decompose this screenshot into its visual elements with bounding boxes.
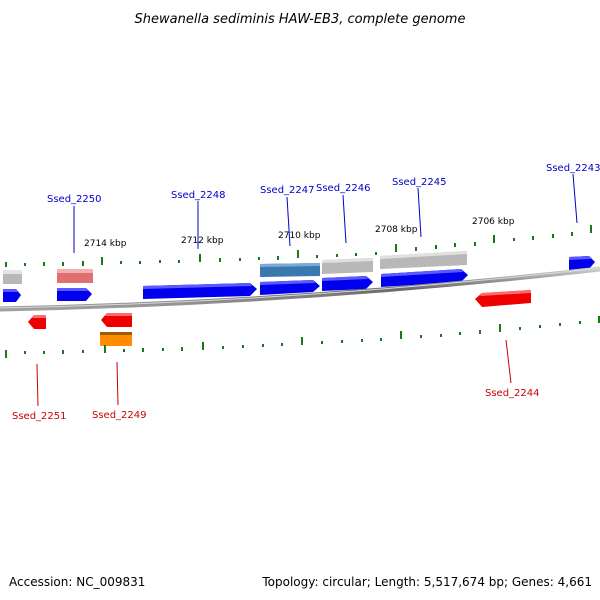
leader-line [36,363,39,407]
gene-feature-ssed-2247[interactable] [260,263,320,277]
scale-label: 2706 kbp [472,217,515,227]
gene-arrow-ssed-2244[interactable] [475,290,531,307]
top-leader-lines [73,173,578,253]
gene-label-ssed-2247[interactable]: Ssed_2247 [260,185,315,196]
gene-label-ssed-2244[interactable]: Ssed_2244 [485,388,540,399]
leader-line [116,361,119,406]
leader-line [417,187,422,238]
gene-arrow-ssed-2243[interactable] [569,256,595,271]
outer-tick-track [5,225,592,267]
scale-label: 2708 kbp [375,225,418,235]
gene-feature-ssed-2246[interactable] [322,258,373,274]
gene-feature-light-red[interactable] [57,269,93,283]
gene-arrow-ssed-2250[interactable] [57,288,92,301]
gene-label-ssed-2251[interactable]: Ssed_2251 [12,411,67,422]
gene-feature-ssed-2245[interactable] [380,251,467,269]
forward-strand-track [3,256,595,302]
scale-labels: 2714 kbp 2712 kbp 2710 kbp 2708 kbp 2706… [84,217,515,249]
scale-label: 2710 kbp [278,231,321,241]
gene-label-ssed-2245[interactable]: Ssed_2245 [392,177,447,188]
gene-arrow-ssed-2251[interactable] [28,315,46,329]
leader-line [342,194,347,244]
genome-summary-text: Topology: circular; Length: 5,517,674 bp… [261,575,592,589]
gene-label-ssed-2248[interactable]: Ssed_2248 [171,190,226,201]
gene-feature-gray[interactable] [3,270,22,284]
upper-feature-track [3,251,467,284]
gene-arrow-ssed-2246b[interactable] [322,276,373,291]
bottom-leader-lines [36,339,512,407]
accession-text: Accession: NC_009831 [9,575,145,589]
tick-mark [5,316,600,358]
tick-mark [5,225,592,267]
genome-backbone [0,266,600,312]
gene-arrow-ssed-2249a[interactable] [101,313,132,327]
gene-label-ssed-2246[interactable]: Ssed_2246 [316,183,371,194]
gene-arrow-ssed-2248[interactable] [143,283,257,299]
reverse-strand-track [28,290,531,346]
top-gene-labels: Ssed_2250 Ssed_2248 Ssed_2247 Ssed_2246 … [47,163,600,205]
genome-backbone-highlight [0,267,600,309]
leader-line [572,173,578,224]
inner-tick-track [5,316,600,358]
gene-arrow-forward[interactable] [3,289,21,302]
bottom-gene-labels: Ssed_2251 Ssed_2249 Ssed_2244 [12,388,540,422]
leader-line [286,196,291,247]
gene-label-ssed-2250[interactable]: Ssed_2250 [47,194,102,205]
gene-arrow-ssed-2247b[interactable] [260,280,320,295]
leader-line [505,339,512,384]
gene-label-ssed-2243[interactable]: Ssed_2243 [546,163,600,174]
scale-label: 2714 kbp [84,239,127,249]
gene-label-ssed-2249[interactable]: Ssed_2249 [92,410,147,421]
gene-feature-ssed-2249[interactable] [100,332,132,346]
genome-title: Shewanella sediminis HAW-EB3, complete g… [135,12,466,27]
scale-label: 2712 kbp [181,236,224,246]
